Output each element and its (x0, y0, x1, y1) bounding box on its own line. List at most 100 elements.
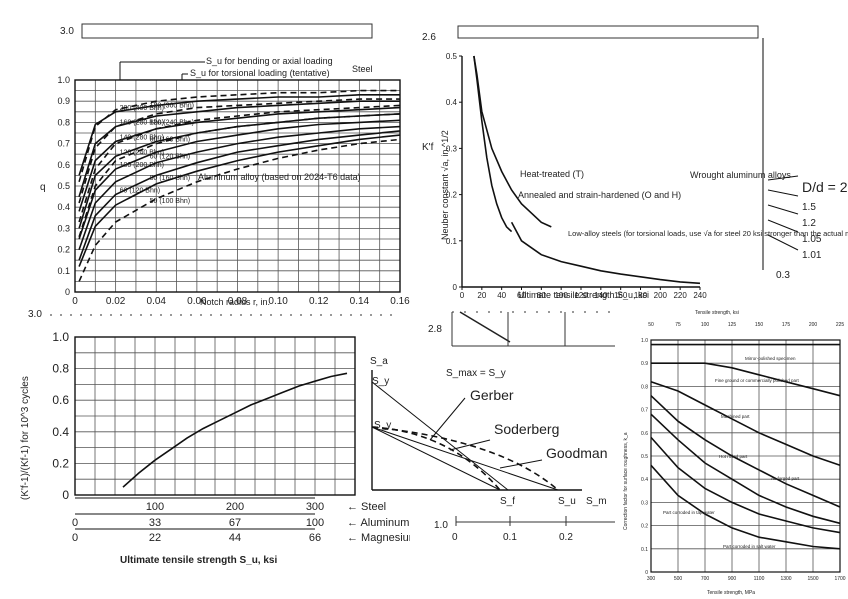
panel4-header-tick: 2.8 (428, 324, 442, 335)
dd-1-2: 1.2 (802, 218, 816, 229)
p5-series-line (651, 362, 841, 397)
p5-y-tick: 0.5 (641, 454, 648, 460)
soderberg-line (371, 426, 501, 491)
p3-scale-name: ← Aluminum (347, 517, 409, 529)
panel4-x-tick-1: 0.1 (503, 532, 517, 543)
p2-x-tick: 140 (594, 291, 608, 300)
panel5-annotations: Mirror-polished specimen Fine ground or c… (663, 356, 800, 549)
p5-top-tick: 75 (675, 322, 681, 328)
ratio-chart: 3.0 0 0.2 0.4 0.6 0.8 1.0 100 200 300 ← Steel 0 33 6… (20, 309, 410, 566)
p1-series-line (78, 113, 401, 238)
p2-y-tick: 0.2 (446, 191, 458, 200)
ann-low-alloy: Low-alloy steels (for torsional loads, u… (568, 229, 848, 238)
p5-series-line (650, 413, 841, 525)
p5-x-tick: 900 (728, 576, 737, 582)
p2-y-tick: 0.5 (446, 52, 458, 61)
p5-top-tick: 150 (755, 322, 764, 328)
p1-y-tick: 0.8 (57, 117, 70, 127)
p3-steel-tick: 100 (146, 501, 164, 513)
p1-x-tick: 0.12 (309, 296, 329, 307)
panel1-xlabel: Notch radius r, in. (200, 297, 270, 307)
panel3-ylabel: (K'f-1)/(Kf-1) for 10^3 cycles (20, 376, 31, 500)
p3-steel-tick: 300 (306, 501, 324, 513)
p3-scale-tick: 66 (309, 532, 321, 544)
p5-annotation: Fine ground or commercially polished par… (715, 378, 800, 383)
panel4-x-tick-2: 0.2 (559, 532, 573, 543)
p1-series-line (78, 104, 401, 223)
label-gerber: Gerber (470, 387, 514, 403)
label-sf: S_f (500, 496, 515, 507)
panel5-top-label: Tensile strength, ksi (695, 310, 739, 316)
p5-x-tick: 300 (647, 576, 656, 582)
surface-factor-chart: Tensile strength, ksi 300 500 700 900 1100 13… (615, 300, 848, 599)
p5-series-line (650, 464, 841, 550)
panel4-x-tick-0: 0 (452, 532, 458, 543)
p2-x-tick: 180 (634, 291, 648, 300)
p2-x-tick: 120 (574, 291, 588, 300)
p3-steel-name: ← Steel (347, 501, 386, 513)
p1-y-tick: 0.9 (57, 96, 70, 106)
p1-series-line (78, 106, 401, 212)
p1-y-tick: 0.5 (57, 181, 70, 191)
label-goodman: Goodman (546, 445, 607, 461)
p2-x-tick: 80 (537, 291, 546, 300)
p3-frame (74, 336, 356, 496)
p2-x-tick: 200 (654, 291, 668, 300)
p1-x-tick: 0.04 (147, 296, 167, 307)
p2-y-tick: 0.3 (446, 144, 458, 153)
p5-annotation: Machined part (721, 414, 750, 419)
p5-y-tick: 1.0 (641, 338, 648, 344)
p2-y-tick: 0.4 (446, 98, 458, 107)
dd-1-05: 1.05 (802, 234, 822, 245)
p3-scale-name: ← Magnesium (347, 532, 410, 544)
ann-annealed: Annealed and strain-hardened (O and H) (518, 190, 681, 200)
label-smax: S_max = S_y (446, 368, 506, 379)
dd-side-labels: D/d = 2 1.5 1.2 1.05 1.01 0.3 (767, 175, 848, 281)
p1-series-label: 120 (240 Bhn) (120, 149, 164, 156)
p5-x-tick: 1100 (754, 576, 765, 582)
p3-scale-tick: 44 (229, 532, 241, 544)
p3-y-tick: 1.0 (52, 330, 69, 344)
p5-x-tick: 1500 (807, 576, 818, 582)
panel3-curve (74, 336, 356, 496)
goodman-line (371, 426, 559, 491)
p5-annotation: Mirror-polished specimen (745, 356, 796, 361)
dd-1-5: 1.5 (802, 202, 816, 213)
p5-y-tick: 0 (645, 570, 648, 576)
panel3-ticks: 0 0.2 0.4 0.6 0.8 1.0 100 200 300 ← Steel 0 33 67 100… (52, 330, 410, 544)
panel2-ylabel-symbol: K'f (422, 142, 434, 153)
p2-series-line (473, 55, 552, 228)
panel5-xlabel: Tensile strength, MPa (707, 590, 755, 596)
panel1-curves: 200 (400 Bhn)180 (360 Bhn)160 (280 Bhn)1… (74, 79, 401, 293)
p1-x-tick: 0.16 (390, 296, 410, 307)
p5-annotation: Part corroded in tap water (663, 510, 715, 515)
p5-series-line (650, 381, 841, 467)
p1-series-label: 160 (280 Bhn) (120, 120, 164, 127)
p5-annotation: Hot rolled part (719, 454, 748, 459)
p1-x-tick: 0.08 (228, 296, 248, 307)
panel3-xlabel: Ultimate tensile strength S_u, ksi (120, 555, 277, 566)
p5-x-tick: 500 (674, 576, 683, 582)
p3-y-tick: 0.2 (52, 456, 69, 470)
p2-y-tick: 0.1 (446, 237, 458, 246)
p1-y-tick: 0.7 (57, 139, 70, 149)
legend-torsion: S_u for torsional loading (tentative) (190, 68, 330, 78)
p1-y-tick: 0.6 (57, 160, 70, 170)
panel1-legend: S_u for bending or axial loading S_u for… (119, 56, 373, 80)
p5-series-line (650, 436, 841, 534)
label-sm: S_m (586, 496, 607, 507)
p5-y-tick: 0.8 (641, 384, 648, 390)
panel5-ylabel: Correction factor for surface roughness,… (623, 432, 629, 530)
label-su: S_u (558, 496, 576, 507)
p1-series-label: 140 (280 Bhn) (120, 134, 164, 141)
p2-x-tick: 160 (614, 291, 628, 300)
p3-scale-tick: 33 (149, 517, 161, 529)
p3-y-tick: 0 (62, 488, 69, 502)
p2-x-tick: 100 (554, 291, 568, 300)
gerber-inner-curve (371, 426, 501, 491)
panel1-ylabel: q (40, 182, 46, 193)
p2-x-tick: 0 (460, 291, 465, 300)
p3-steel-tick: 200 (226, 501, 244, 513)
panel4-footer-tick: 1.0 (434, 520, 448, 531)
p1-x-tick: 0 (72, 296, 78, 307)
